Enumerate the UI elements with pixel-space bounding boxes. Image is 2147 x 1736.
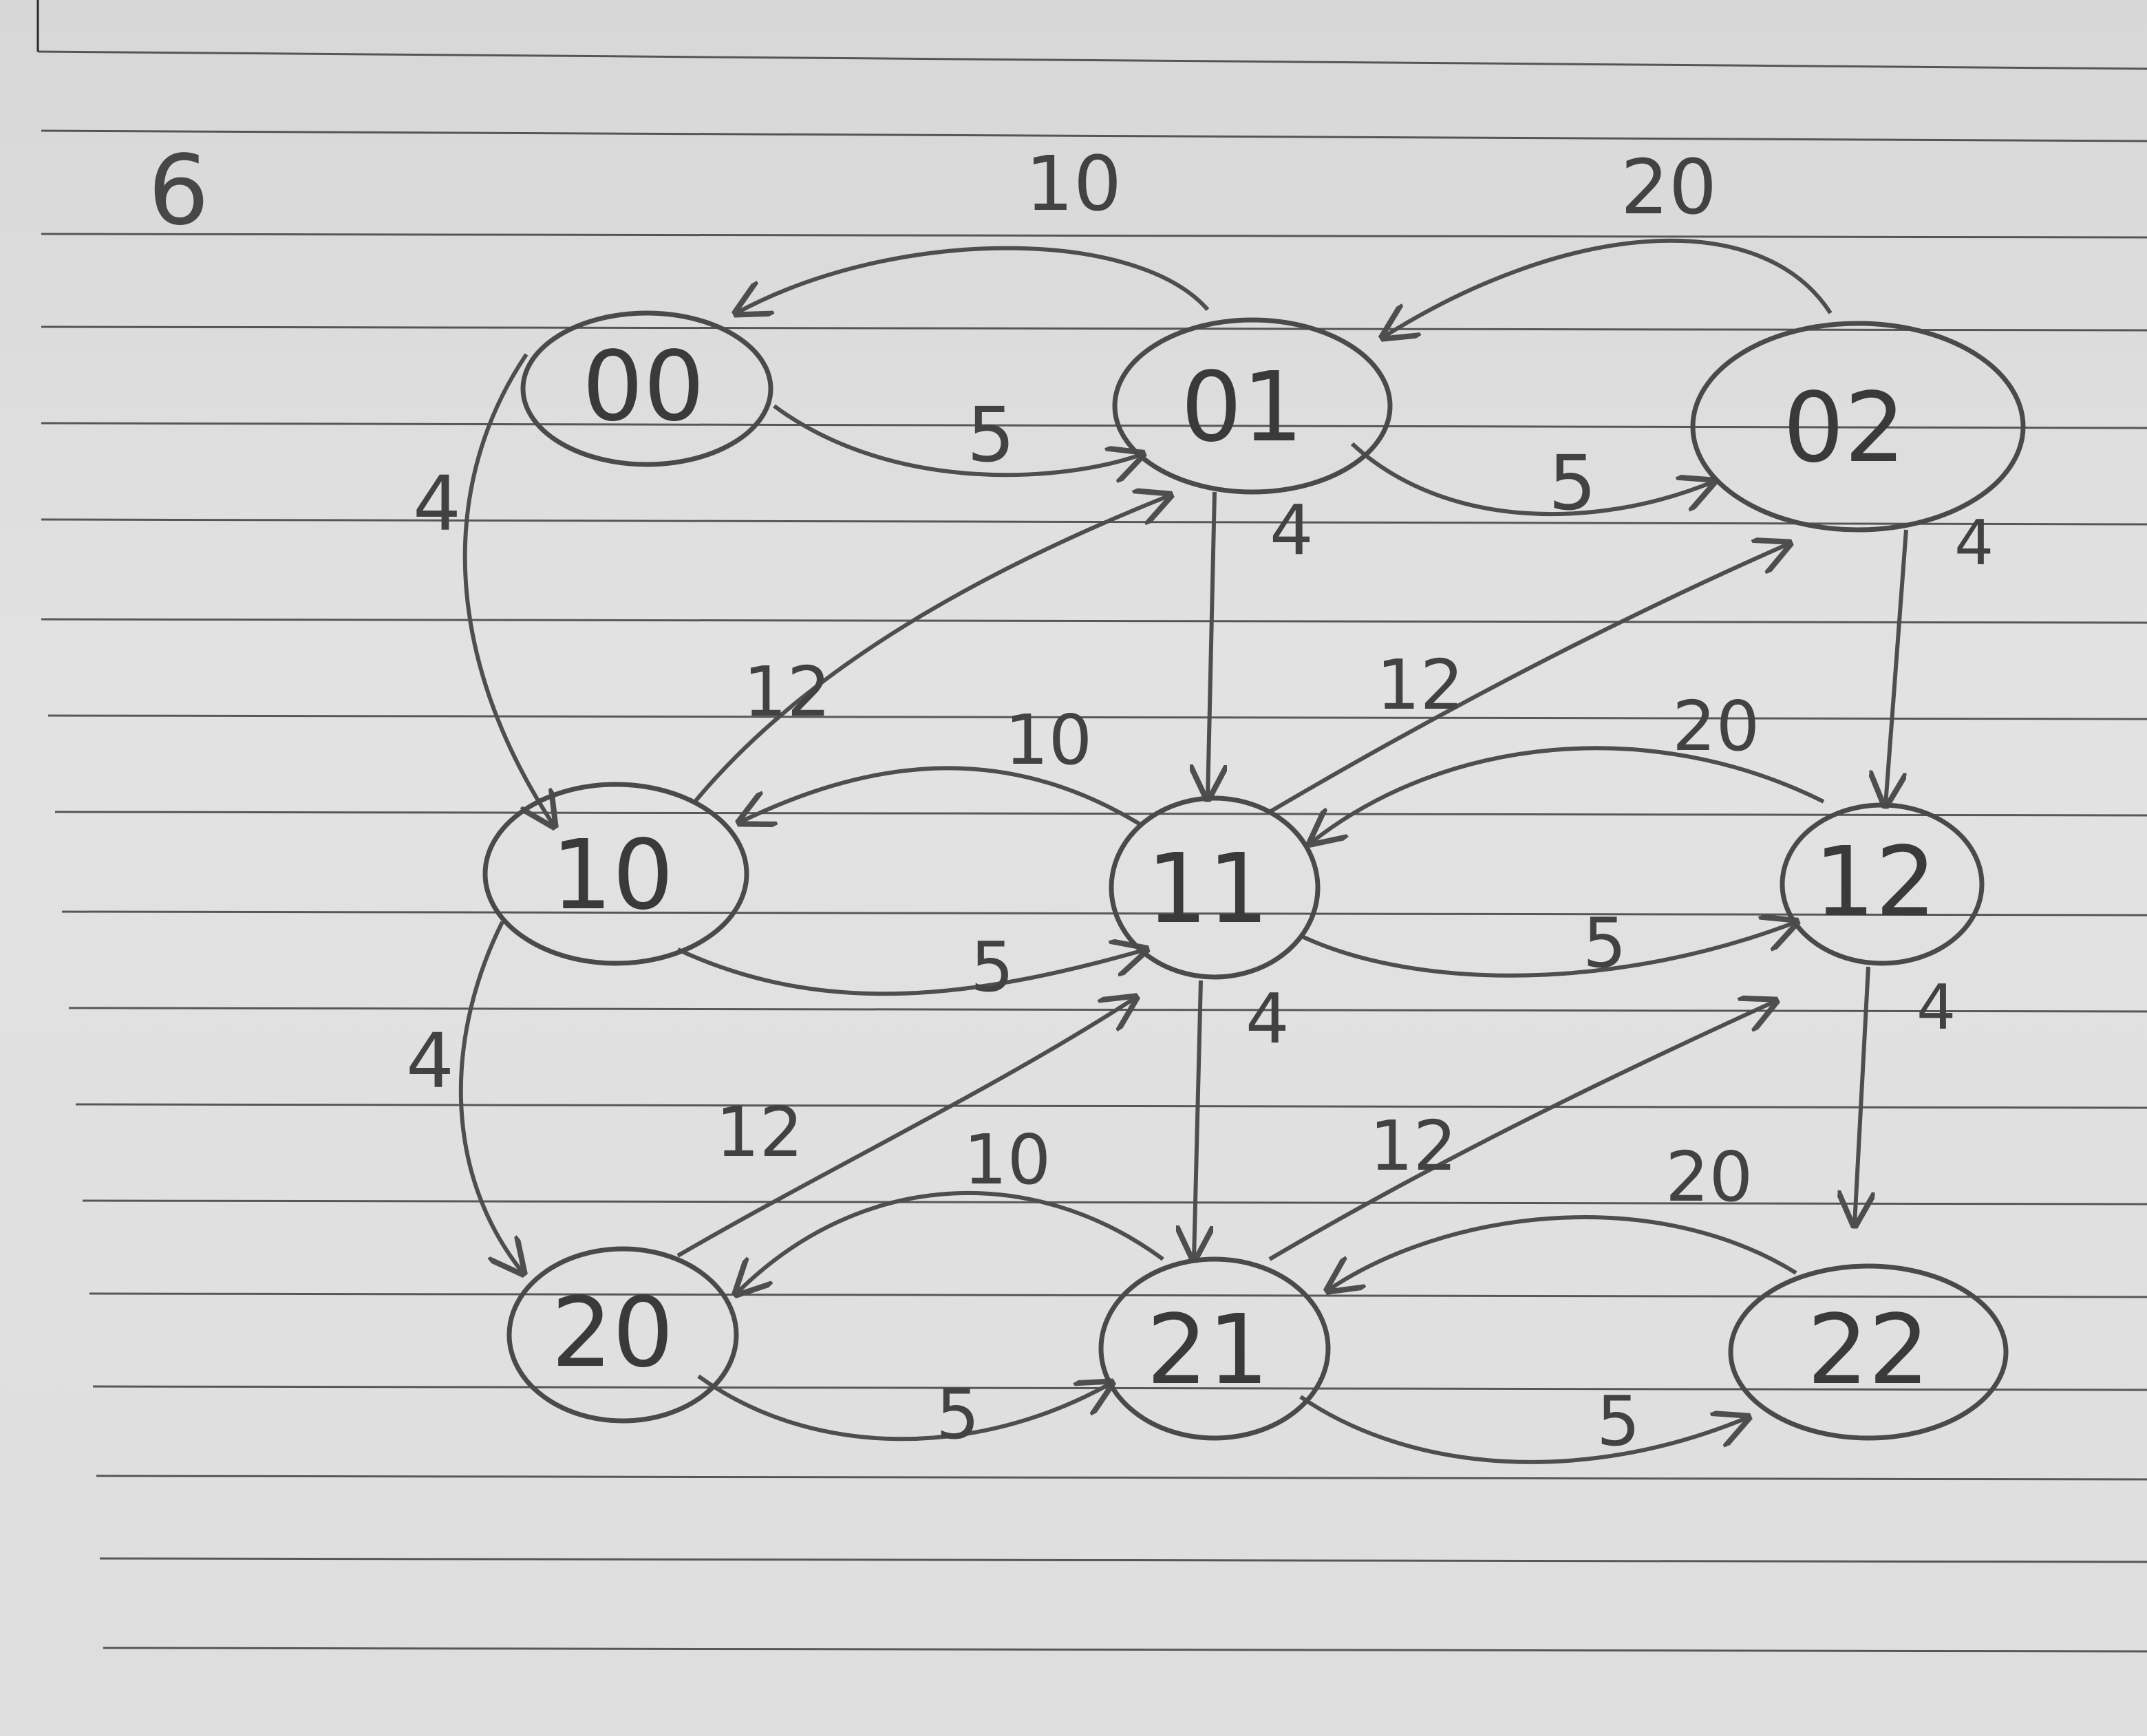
edge-weight-label: 12 [1369, 1106, 1457, 1186]
edge-arrow-12-22 [1855, 966, 1868, 1225]
edge-10-11: 5 [676, 927, 1146, 1007]
node-circle [1112, 317, 1393, 495]
edge-arrow-00-01 [773, 404, 1142, 475]
edge-weight-label: 5 [1548, 439, 1596, 527]
node-circle [1109, 795, 1321, 980]
edge-22-21: 20 [1328, 1137, 1797, 1290]
edge-weight-label: 20 [1672, 686, 1760, 767]
edge-arrow-02-01 [1383, 238, 1833, 337]
edge-weight-label: 4 [1916, 972, 1956, 1044]
state-node-22: 22 [1728, 1263, 2009, 1441]
edge-11-12: 5 [1299, 903, 1796, 983]
node-circle [1780, 802, 1985, 966]
node-circle [482, 782, 749, 966]
edge-arrow-10-01 [693, 495, 1170, 803]
node-circle [1098, 1256, 1331, 1441]
state-node-00: 00 [520, 310, 773, 467]
edge-01-02: 5 [1350, 439, 1713, 527]
node-label: 00 [582, 331, 705, 443]
edge-weight-label: 4 [406, 1017, 454, 1105]
edge-01-00: 10 [736, 140, 1210, 313]
state-node-10: 10 [482, 782, 749, 966]
node-label: 02 [1783, 372, 1905, 484]
edge-arrow-11-02 [1268, 544, 1789, 814]
edge-00-01: 5 [773, 391, 1142, 479]
edge-02-01: 20 [1383, 143, 1833, 337]
edge-12-22: 4 [1855, 966, 1956, 1225]
node-circle [1690, 321, 2026, 533]
edge-arrow-20-21 [697, 1374, 1111, 1442]
edge-01-11: 4 [1208, 490, 1314, 798]
edge-weight-label: 20 [1621, 143, 1717, 231]
edge-arrow-11-21 [1194, 980, 1201, 1259]
edge-arrow-10-20 [458, 921, 523, 1273]
state-node-01: 01 [1112, 317, 1393, 495]
edge-weight-label: 5 [1583, 903, 1627, 983]
edge-weight-label: 10 [1025, 140, 1122, 228]
edge-arrow-21-22 [1299, 1395, 1748, 1464]
edge-21-20: 10 [736, 1119, 1164, 1294]
edge-arrow-01-11 [1208, 491, 1215, 798]
edge-20-11: 12 [676, 998, 1135, 1258]
node-circle [506, 1246, 739, 1424]
state-node-11: 11 [1109, 795, 1321, 980]
edge-arrow-12-11 [1311, 746, 1825, 843]
edge-arrow-21-12 [1268, 1001, 1775, 1261]
edge-21-22: 5 [1299, 1381, 1748, 1464]
edge-arrow-11-10 [740, 766, 1144, 828]
edge-arrow-21-20 [736, 1191, 1164, 1294]
edge-10-01: 12 [693, 495, 1170, 803]
edge-weight-label: 12 [716, 1092, 803, 1172]
node-label: 20 [551, 1277, 674, 1389]
state-node-21: 21 [1098, 1256, 1331, 1441]
edge-20-21: 5 [697, 1374, 1111, 1455]
node-circle [520, 310, 773, 467]
edge-arrow-01-02 [1350, 442, 1713, 517]
node-label: 22 [1807, 1294, 1930, 1406]
edge-weight-label: 4 [1246, 978, 1290, 1059]
page-number: 6 [148, 135, 209, 247]
edge-10-20: 4 [406, 921, 523, 1273]
edge-weight-label: 20 [1665, 1137, 1753, 1217]
edge-21-12: 12 [1268, 1001, 1775, 1261]
edge-00-10: 4 [413, 353, 554, 826]
edge-arrow-20-11 [676, 998, 1135, 1258]
edge-weight-label: 4 [1954, 507, 1994, 579]
edge-12-11: 20 [1311, 686, 1825, 843]
node-label: 12 [1814, 826, 1936, 939]
edge-arrow-22-21 [1328, 1215, 1797, 1290]
edge-arrow-00-10 [462, 353, 554, 826]
edge-weight-label: 5 [1596, 1381, 1641, 1461]
edge-arrow-02-12 [1886, 529, 1908, 805]
node-label: 10 [551, 819, 674, 932]
state-node-12: 12 [1780, 802, 1985, 966]
node-label: 01 [1181, 352, 1303, 464]
edge-arrow-01-00 [736, 246, 1210, 313]
nodes: 00 01 02 10 11 12 20 21 22 [482, 310, 2026, 1441]
node-label: 21 [1146, 1294, 1269, 1406]
edge-11-10: 10 [740, 700, 1144, 828]
edge-weight-label: 5 [936, 1374, 980, 1455]
edge-weight-label: 4 [1270, 490, 1314, 570]
edge-weight-label: 10 [963, 1119, 1051, 1200]
node-label: 11 [1146, 833, 1269, 945]
edge-weight-label: 4 [413, 460, 461, 548]
edge-weight-label: 5 [970, 927, 1014, 1007]
edge-arrow-10-11 [676, 950, 1146, 996]
edge-weight-label: 12 [1376, 645, 1464, 725]
notebook-lines [36, 0, 2147, 1653]
edge-weight-label: 12 [743, 652, 831, 732]
edges: 10 5 20 5 4 4 4 12 12 10 5 20 5 4 4 4 12 12 10 5 20 5 [406, 140, 1994, 1464]
edge-weight-label: 5 [967, 391, 1015, 479]
edge-11-21: 4 [1194, 978, 1290, 1259]
edge-weight-label: 10 [1005, 700, 1092, 780]
edge-arrow-11-12 [1299, 922, 1796, 978]
edge-11-02: 12 [1268, 544, 1789, 814]
node-circle [1728, 1263, 2009, 1441]
state-node-20: 20 [506, 1246, 739, 1424]
edge-02-12: 4 [1886, 507, 1994, 805]
state-node-02: 02 [1690, 321, 2026, 533]
